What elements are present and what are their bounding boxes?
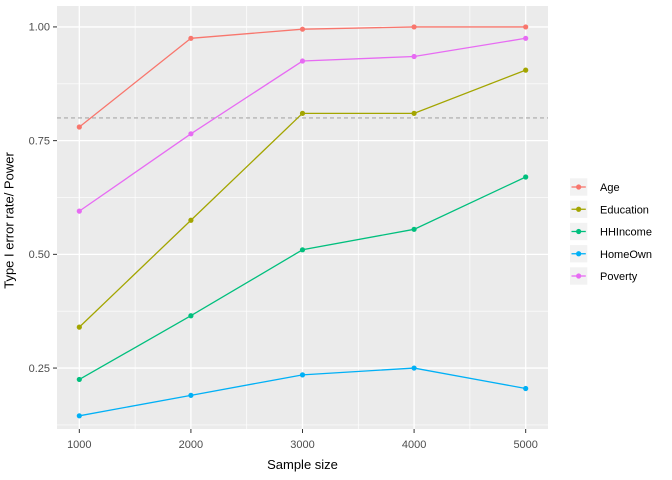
data-point-Education bbox=[188, 217, 194, 223]
legend-item-Poverty: Poverty bbox=[570, 267, 638, 285]
x-tick-label: 5000 bbox=[513, 439, 537, 451]
data-point-Education bbox=[411, 110, 417, 116]
legend-label-Education: Education bbox=[600, 204, 649, 216]
data-point-Education bbox=[299, 110, 306, 116]
data-point-HHIncome bbox=[411, 226, 417, 232]
x-tick-label: 4000 bbox=[402, 439, 426, 451]
series-Education bbox=[76, 67, 529, 330]
data-point-Poverty bbox=[188, 131, 194, 137]
data-point-Education bbox=[76, 324, 82, 330]
data-point-HomeOwn bbox=[523, 385, 529, 392]
series-HHIncome bbox=[76, 174, 529, 383]
data-point-HHIncome bbox=[76, 376, 82, 383]
data-point-HHIncome bbox=[299, 247, 306, 253]
data-point-HomeOwn bbox=[188, 392, 194, 398]
data-point-Education bbox=[523, 67, 529, 73]
y-axis-title: Type I error rate/ Power bbox=[1, 152, 17, 289]
legend: Age Education HHIncome HomeOwn Poverty bbox=[570, 178, 652, 285]
legend-key-point-HomeOwn bbox=[576, 251, 582, 257]
data-point-Age bbox=[188, 35, 194, 41]
legend-label-Poverty: Poverty bbox=[600, 271, 638, 283]
legend-key-point-Age bbox=[576, 184, 582, 190]
data-point-HHIncome bbox=[188, 313, 194, 319]
legend-item-Education: Education bbox=[570, 200, 649, 218]
legend-item-Age: Age bbox=[570, 178, 620, 196]
legend-key-point-HHIncome bbox=[576, 228, 582, 235]
legend-label-HHIncome: HHIncome bbox=[600, 227, 652, 239]
data-point-Poverty bbox=[523, 35, 529, 41]
legend-item-HHIncome: HHIncome bbox=[570, 222, 652, 241]
legend-label-Age: Age bbox=[600, 182, 620, 194]
data-point-HomeOwn bbox=[76, 413, 82, 419]
series-Age bbox=[76, 24, 529, 130]
x-tick-label: 3000 bbox=[290, 439, 314, 451]
legend-label-HomeOwn: HomeOwn bbox=[600, 249, 652, 261]
x-tick-label: 2000 bbox=[179, 439, 203, 451]
data-point-Poverty bbox=[299, 58, 306, 64]
y-tick-label: 0.75 bbox=[29, 135, 50, 147]
data-point-HomeOwn bbox=[411, 365, 417, 371]
data-point-Age bbox=[411, 24, 417, 30]
data-point-HomeOwn bbox=[299, 372, 306, 378]
x-axis-title: Sample size bbox=[267, 457, 338, 472]
data-point-Poverty bbox=[76, 208, 82, 214]
y-tick-label: 0.25 bbox=[29, 363, 50, 375]
data-point-Age bbox=[76, 124, 82, 130]
legend-item-HomeOwn: HomeOwn bbox=[570, 245, 652, 263]
data-point-HHIncome bbox=[523, 174, 529, 180]
series-Poverty bbox=[76, 35, 529, 214]
data-point-Age bbox=[523, 24, 529, 30]
legend-key-point-Education bbox=[576, 206, 582, 212]
y-tick-label: 0.50 bbox=[29, 249, 50, 261]
y-tick-label: 1.00 bbox=[29, 22, 50, 34]
series-HomeOwn bbox=[76, 365, 529, 419]
data-point-Age bbox=[299, 26, 306, 32]
legend-key-point-Poverty bbox=[576, 273, 582, 279]
x-tick-label: 1000 bbox=[67, 439, 91, 451]
data-point-Poverty bbox=[411, 53, 417, 60]
